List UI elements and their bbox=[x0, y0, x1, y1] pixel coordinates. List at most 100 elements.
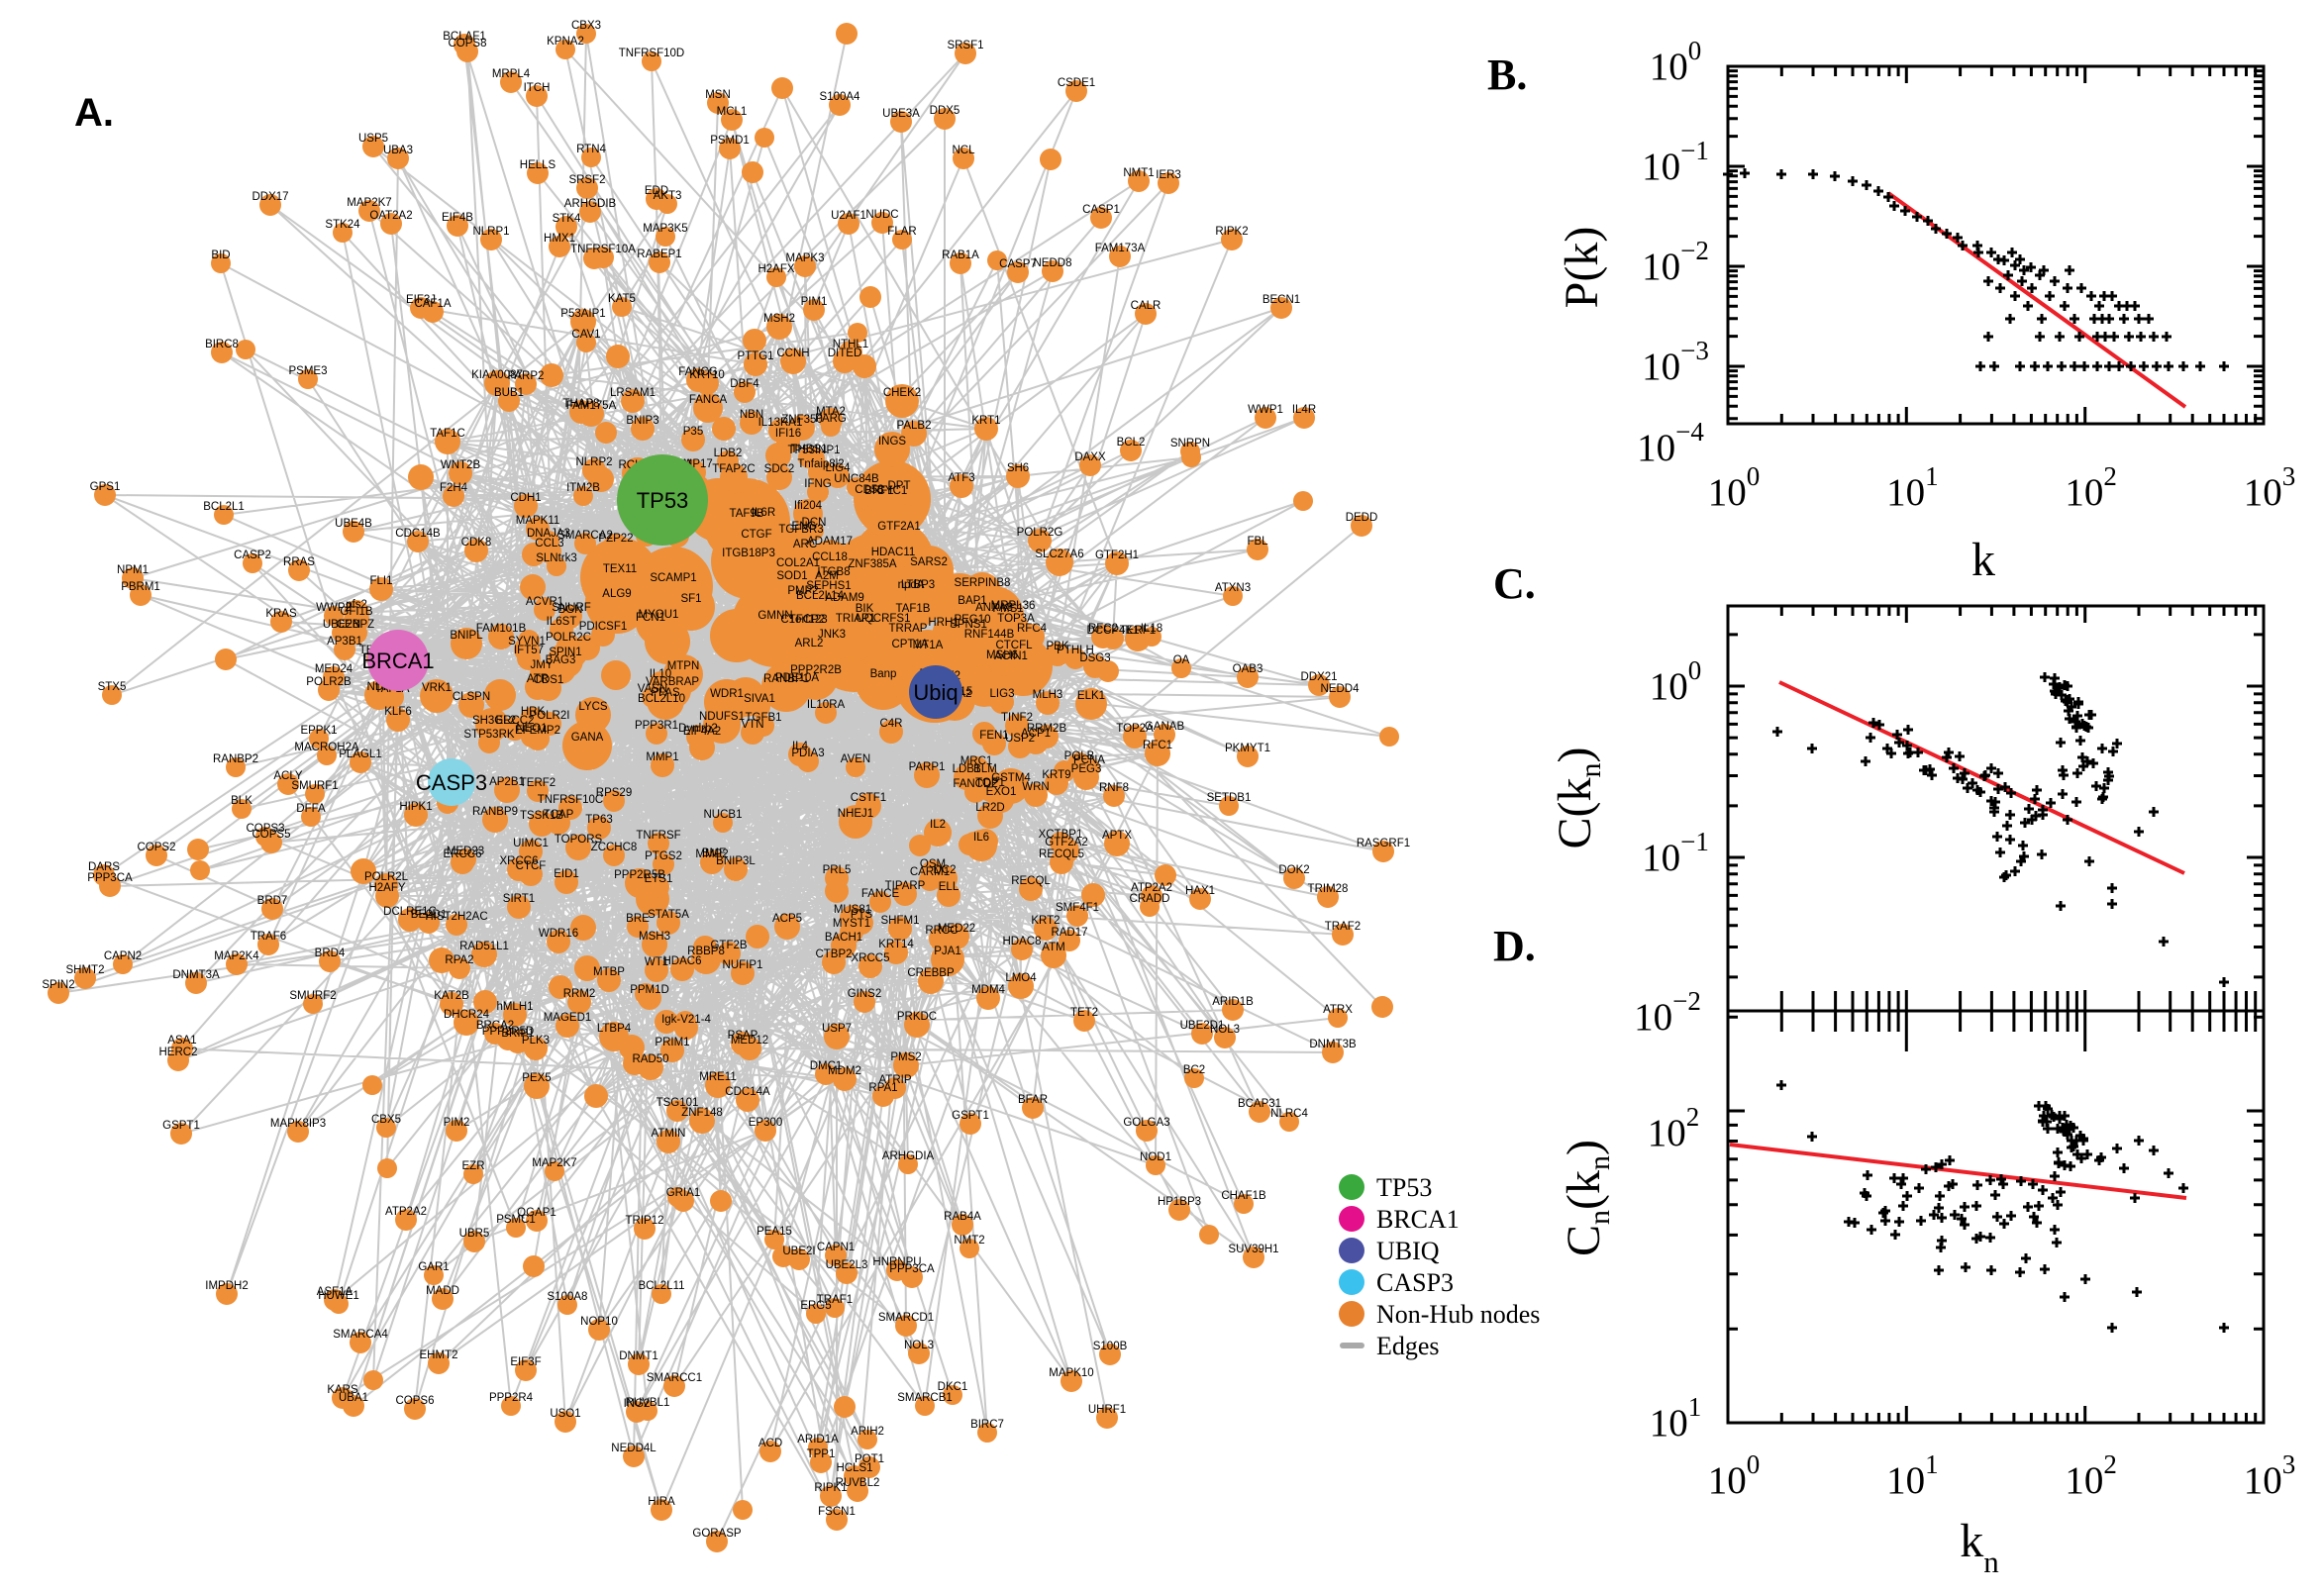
svg-text:POLR2B: POLR2B bbox=[306, 676, 352, 688]
svg-text:B.: B. bbox=[1487, 50, 1527, 99]
svg-text:BLK: BLK bbox=[231, 795, 252, 807]
svg-text:KAT2B: KAT2B bbox=[434, 990, 469, 1002]
svg-text:PMP2: PMP2 bbox=[787, 585, 818, 597]
svg-text:BRE: BRE bbox=[626, 913, 650, 925]
svg-text:BE2D1: BE2D1 bbox=[411, 909, 447, 921]
svg-text:GORASP: GORASP bbox=[692, 1528, 742, 1540]
svg-text:RTN4: RTN4 bbox=[576, 144, 606, 155]
svg-text:GINS2: GINS2 bbox=[848, 988, 882, 1000]
svg-text:POT1: POT1 bbox=[855, 1453, 884, 1465]
svg-text:CARM1: CARM1 bbox=[910, 866, 950, 878]
svg-text:UIMC1: UIMC1 bbox=[513, 838, 549, 849]
svg-text:H2AFY: H2AFY bbox=[368, 882, 405, 894]
svg-text:PDE10A: PDE10A bbox=[775, 672, 819, 684]
svg-text:UHRF1: UHRF1 bbox=[1088, 1404, 1126, 1416]
svg-text:MTA2: MTA2 bbox=[816, 406, 846, 418]
svg-text:SPNS1: SPNS1 bbox=[950, 619, 987, 631]
svg-text:OAB3: OAB3 bbox=[1233, 663, 1263, 675]
svg-text:IER3: IER3 bbox=[1156, 169, 1181, 181]
svg-text:TP53: TP53 bbox=[1376, 1173, 1432, 1202]
svg-text:TP63: TP63 bbox=[585, 814, 613, 826]
svg-text:RRCC: RRCC bbox=[925, 925, 958, 937]
svg-text:TET2: TET2 bbox=[1070, 1007, 1098, 1019]
svg-text:MYST1: MYST1 bbox=[833, 918, 870, 930]
svg-text:RRAS: RRAS bbox=[283, 556, 315, 568]
svg-text:RECQL: RECQL bbox=[1011, 875, 1051, 887]
svg-text:SMARCA4: SMARCA4 bbox=[333, 1329, 388, 1341]
svg-text:MED12: MED12 bbox=[731, 1035, 768, 1047]
svg-text:COPS2: COPS2 bbox=[138, 842, 176, 853]
svg-text:PBRM1: PBRM1 bbox=[121, 581, 160, 593]
svg-text:ARL2: ARL2 bbox=[795, 638, 824, 649]
svg-text:EFEMP2: EFEMP2 bbox=[515, 725, 560, 737]
svg-text:DCCP4K1: DCCP4K1 bbox=[1086, 625, 1139, 637]
svg-text:LDB2: LDB2 bbox=[714, 448, 743, 459]
svg-text:SPIN2: SPIN2 bbox=[42, 979, 74, 991]
svg-text:SUV39H1: SUV39H1 bbox=[1228, 1244, 1278, 1255]
svg-text:VARBRAP: VARBRAP bbox=[646, 676, 699, 688]
svg-text:CHEK2: CHEK2 bbox=[883, 387, 921, 399]
svg-text:MAGED1: MAGED1 bbox=[544, 1012, 592, 1024]
svg-text:LTBP4: LTBP4 bbox=[597, 1023, 632, 1035]
svg-text:ATM: ATM bbox=[1042, 942, 1064, 953]
svg-text:PBK: PBK bbox=[1046, 641, 1068, 652]
svg-text:RPA1: RPA1 bbox=[868, 1082, 897, 1094]
svg-text:PMS2: PMS2 bbox=[890, 1051, 921, 1063]
svg-text:VASN: VASN bbox=[638, 683, 667, 695]
svg-text:IL13RA1: IL13RA1 bbox=[758, 417, 803, 429]
svg-text:BCL2L11: BCL2L11 bbox=[638, 1280, 684, 1292]
svg-text:UBE2D1: UBE2D1 bbox=[1180, 1020, 1225, 1032]
svg-text:USP5: USP5 bbox=[358, 133, 388, 145]
svg-text:DDX17: DDX17 bbox=[252, 191, 288, 203]
svg-text:MAP2K7: MAP2K7 bbox=[532, 1157, 576, 1169]
svg-text:C(kn): C(kn) bbox=[1549, 748, 1607, 849]
svg-text:Edges: Edges bbox=[1376, 1332, 1440, 1360]
svg-text:ATMIN: ATMIN bbox=[652, 1128, 686, 1140]
svg-text:ACD: ACD bbox=[758, 1438, 782, 1449]
svg-text:RAD17: RAD17 bbox=[1051, 927, 1087, 939]
svg-text:RANBP1: RANBP1 bbox=[763, 673, 809, 685]
svg-text:BRD7: BRD7 bbox=[257, 895, 288, 907]
svg-text:GSPT1: GSPT1 bbox=[162, 1120, 200, 1132]
svg-text:BECN1: BECN1 bbox=[1262, 294, 1300, 306]
svg-text:IL6ST: IL6ST bbox=[547, 616, 577, 628]
svg-text:VRK1: VRK1 bbox=[422, 682, 452, 694]
svg-text:TERF1: TERF1 bbox=[1120, 625, 1156, 637]
svg-text:TPP1: TPP1 bbox=[807, 1448, 836, 1460]
svg-text:PPP3CA: PPP3CA bbox=[889, 1263, 935, 1275]
svg-text:QGAP1: QGAP1 bbox=[517, 1207, 556, 1219]
svg-text:CREBBP: CREBBP bbox=[907, 967, 955, 979]
svg-text:RAD50: RAD50 bbox=[632, 1053, 668, 1065]
svg-text:DNAJA3: DNAJA3 bbox=[527, 528, 570, 540]
svg-text:NUCB1: NUCB1 bbox=[704, 809, 743, 821]
svg-text:TAF9B: TAF9B bbox=[730, 508, 764, 520]
svg-text:COPS8: COPS8 bbox=[449, 38, 487, 50]
svg-text:BGN: BGN bbox=[558, 604, 583, 616]
svg-text:PPP2R5B: PPP2R5B bbox=[614, 869, 665, 881]
svg-text:ATP2A2: ATP2A2 bbox=[385, 1206, 427, 1218]
svg-text:NDUFS1: NDUFS1 bbox=[699, 711, 745, 723]
svg-text:CCNH: CCNH bbox=[776, 348, 809, 359]
svg-text:MTPN: MTPN bbox=[667, 660, 700, 672]
svg-text:MMP1: MMP1 bbox=[646, 751, 678, 763]
svg-text:HP1BP3: HP1BP3 bbox=[1158, 1196, 1201, 1208]
svg-text:RRM2B: RRM2B bbox=[1027, 723, 1067, 735]
svg-text:CD53: CD53 bbox=[855, 484, 883, 496]
svg-text:ERCC2: ERCC2 bbox=[496, 715, 535, 727]
svg-text:IL6: IL6 bbox=[973, 832, 989, 844]
svg-text:IL10: IL10 bbox=[650, 668, 671, 680]
svg-text:Ubiq: Ubiq bbox=[913, 680, 958, 705]
svg-text:P35: P35 bbox=[683, 426, 703, 438]
svg-text:DNMT3A: DNMT3A bbox=[172, 969, 220, 981]
svg-text:GTF2A2: GTF2A2 bbox=[1045, 837, 1087, 848]
svg-text:CTCF: CTCF bbox=[516, 860, 547, 872]
svg-text:PEG10: PEG10 bbox=[954, 614, 990, 626]
svg-text:PARP2: PARP2 bbox=[508, 370, 545, 382]
svg-text:RAB1A: RAB1A bbox=[942, 249, 979, 261]
svg-text:BCL2L14: BCL2L14 bbox=[796, 590, 845, 602]
svg-text:ATR: ATR bbox=[527, 673, 549, 685]
svg-text:NTHL1: NTHL1 bbox=[833, 339, 868, 350]
svg-text:SPIN1: SPIN1 bbox=[549, 647, 581, 658]
svg-text:CTBP2: CTBP2 bbox=[815, 948, 852, 960]
svg-text:PTS: PTS bbox=[851, 909, 873, 921]
